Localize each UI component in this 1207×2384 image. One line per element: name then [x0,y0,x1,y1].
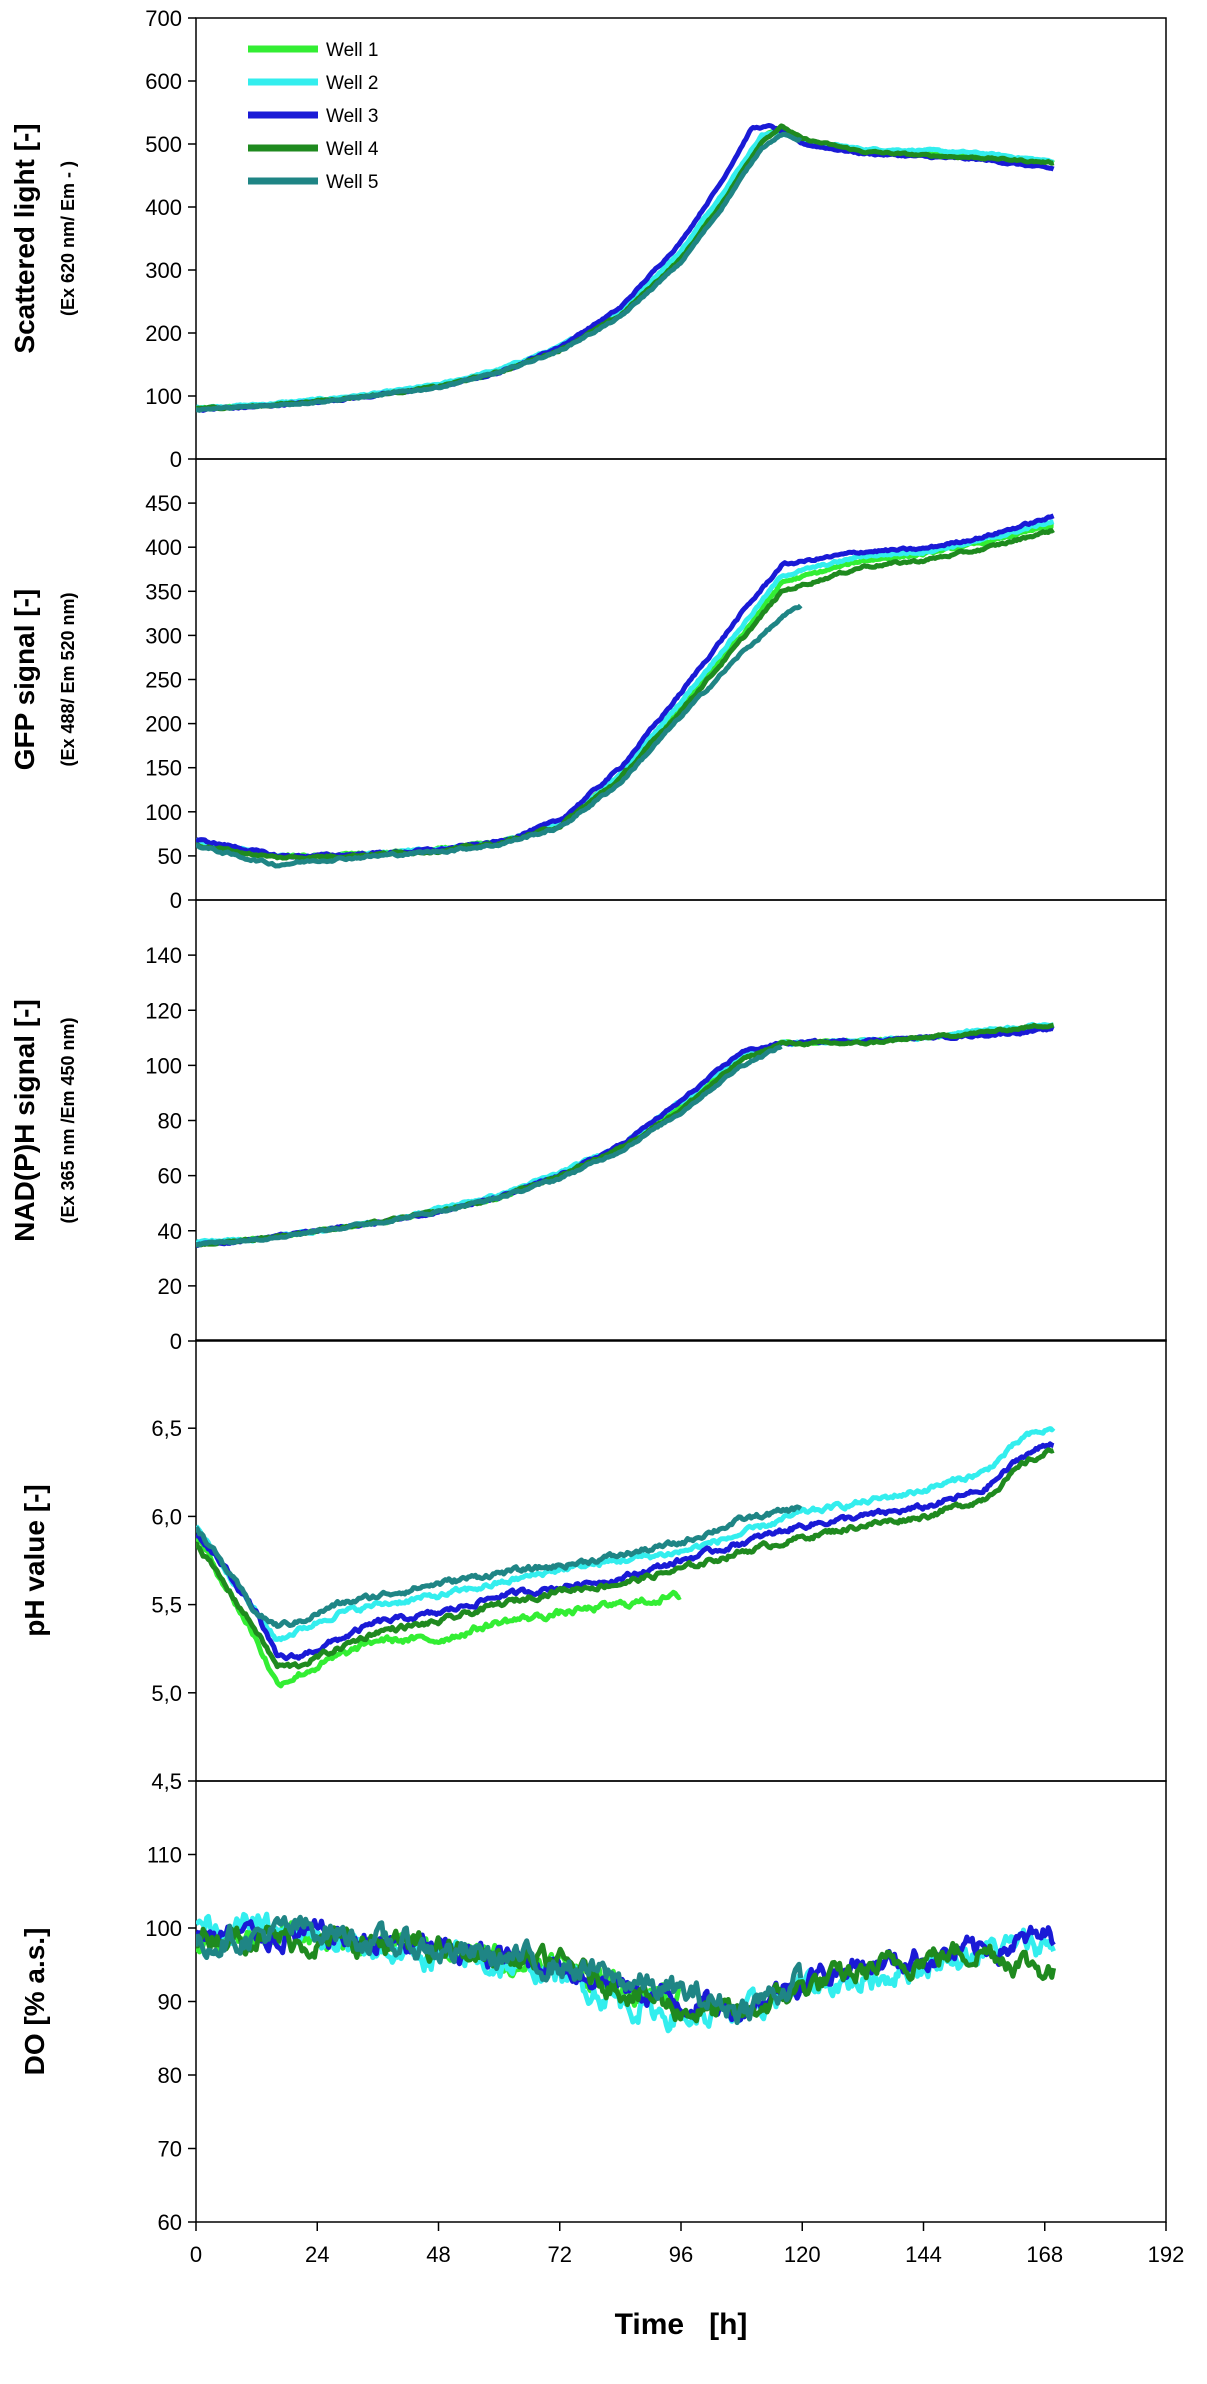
y-axis-label-do: DO [% a.s.] [19,1928,50,2076]
y-tick-label-ph: 6,0 [151,1504,182,1529]
y-tick-label-nadph: 20 [158,1274,182,1299]
y-axis-sublabel-gfp: (Ex 488/ Em 520 nm) [58,592,78,766]
y-axis-sublabel-scatter: (Ex 620 nm/ Em - ) [58,161,78,316]
x-tick-label: 96 [669,2242,693,2267]
y-tick-label-scatter: 100 [145,384,182,409]
series-line-nadph-well-3 [196,1025,1055,1248]
y-tick-label-do: 80 [158,2063,182,2088]
y-tick-label-do: 100 [145,1916,182,1941]
x-tick-label: 192 [1148,2242,1185,2267]
series-line-nadph-well-5 [196,1044,783,1248]
y-tick-label-scatter: 200 [145,321,182,346]
y-axis-label-gfp: GFP signal [-] [9,589,40,771]
series-line-do-well-5 [196,1914,804,2026]
y-tick-label-nadph: 0 [170,1329,182,1354]
legend-label-well-4: Well 4 [326,139,379,160]
x-tick-label: 168 [1026,2242,1063,2267]
y-tick-label-scatter: 400 [145,195,182,220]
series-line-scatter-well-2 [196,130,1055,411]
y-tick-label-gfp: 250 [145,668,182,693]
y-tick-label-gfp: 0 [170,888,182,913]
series-line-scatter-well-1 [196,125,1055,412]
x-tick-label: 0 [190,2242,202,2267]
series-line-gfp-well-1 [196,523,1055,860]
y-axis-label-nadph: NAD(P)H signal [-] [9,999,40,1242]
legend-label-well-1: Well 1 [326,40,378,61]
series-line-scatter-well-5 [196,131,803,413]
y-tick-label-nadph: 100 [145,1053,182,1078]
series-line-gfp-well-2 [196,519,1055,861]
y-tick-label-ph: 4,5 [151,1769,182,1794]
series-line-ph-well-1 [196,1534,682,1689]
legend-label-well-5: Well 5 [326,172,378,193]
series-line-scatter-well-4 [196,123,1055,412]
series-line-gfp-well-3 [196,513,1055,860]
y-tick-label-scatter: 700 [145,6,182,31]
y-tick-label-nadph: 120 [145,998,182,1023]
y-tick-label-ph: 6,5 [151,1416,182,1441]
y-axis-sublabel-nadph: (Ex 365 nm /Em 450 nm) [58,1017,78,1223]
panel-frame-do [195,1780,1167,2223]
y-tick-label-do: 90 [158,1990,182,2015]
series-line-gfp-well-4 [196,527,1055,862]
series-line-ph-well-5 [196,1504,803,1629]
y-tick-label-ph: 5,0 [151,1681,182,1706]
y-tick-label-scatter: 0 [170,447,182,472]
y-axis-label-scatter: Scattered light [-] [9,123,40,353]
x-tick-label: 48 [426,2242,450,2267]
y-axis-label-ph: pH value [-] [19,1484,50,1636]
y-tick-label-scatter: 600 [145,69,182,94]
y-tick-label-gfp: 300 [145,623,182,648]
y-tick-label-nadph: 60 [158,1164,182,1189]
series-line-nadph-well-2 [196,1021,1055,1245]
series-line-scatter-well-3 [196,123,1055,413]
y-tick-label-nadph: 40 [158,1219,182,1244]
y-tick-label-gfp: 350 [145,579,182,604]
y-tick-label-gfp: 450 [145,491,182,516]
y-tick-label-nadph: 140 [145,943,182,968]
x-tick-label: 24 [305,2242,329,2267]
y-tick-label-do: 70 [158,2137,182,2162]
x-tick-label: 144 [905,2242,942,2267]
series-line-nadph-well-4 [196,1022,1055,1248]
series-line-ph-well-3 [196,1441,1055,1662]
x-axis-label: Time [h] [615,2308,748,2341]
y-tick-label-gfp: 150 [145,756,182,781]
y-tick-label-gfp: 50 [158,844,182,869]
series-line-nadph-well-1 [196,1024,1055,1247]
y-tick-label-do: 60 [158,2210,182,2235]
y-tick-label-nadph: 80 [158,1109,182,1134]
series-line-ph-well-2 [196,1426,1056,1643]
y-tick-label-gfp: 100 [145,800,182,825]
y-tick-label-ph: 5,5 [151,1593,182,1618]
x-tick-label: 120 [784,2242,821,2267]
y-tick-label-scatter: 300 [145,258,182,283]
series-line-gfp-well-5 [196,603,803,869]
y-tick-label-gfp: 400 [145,535,182,560]
x-tick-label: 72 [548,2242,572,2267]
legend-label-well-3: Well 3 [326,106,378,127]
y-tick-label-scatter: 500 [145,132,182,157]
y-tick-label-gfp: 200 [145,712,182,737]
legend-label-well-2: Well 2 [326,73,378,94]
panel-frame-nadph [195,899,1167,1342]
series-line-ph-well-4 [196,1447,1055,1670]
y-tick-label-do: 110 [147,1843,182,1868]
